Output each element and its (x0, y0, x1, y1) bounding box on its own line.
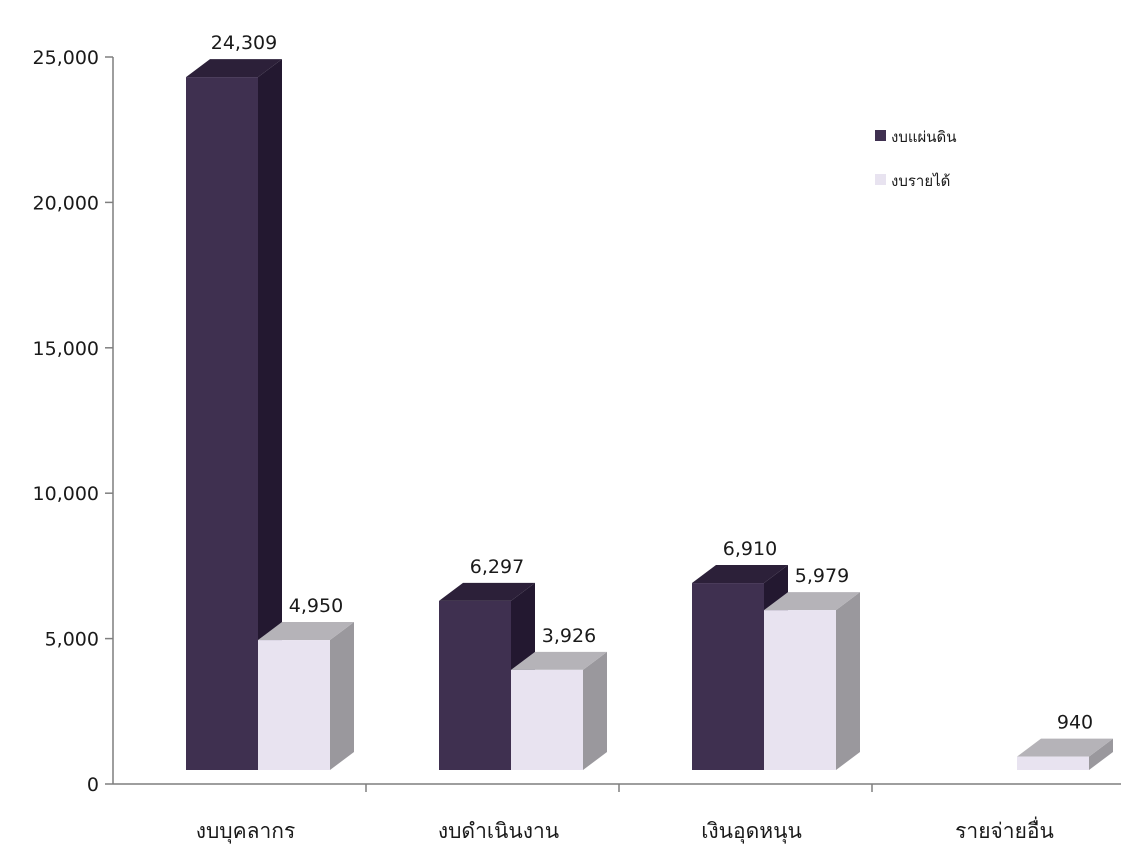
bar-top (186, 59, 282, 78)
bars (186, 59, 1113, 770)
bar-side (1089, 738, 1113, 770)
bar-top (258, 622, 354, 641)
axes: 0 5,000 10,000 15,000 20,000 25,000 งบบุคลากร ง… (33, 47, 1121, 844)
data-label: 4,950 (289, 595, 343, 617)
data-label: 3,926 (542, 625, 596, 647)
bar-front (764, 610, 836, 770)
data-label: 24,309 (211, 32, 277, 54)
bar-top (692, 565, 788, 584)
bar-3d (1017, 738, 1113, 770)
bar-top (439, 582, 535, 601)
data-label: 6,910 (723, 538, 777, 560)
y-tick-label: 10,000 (33, 483, 99, 505)
y-tick-label: 15,000 (33, 338, 99, 360)
bar-side (583, 651, 607, 770)
x-category-label: เงินอุดหนุน (701, 819, 802, 844)
legend-swatch (875, 174, 886, 185)
data-label: 940 (1057, 712, 1093, 734)
bar-side (836, 592, 860, 770)
bar-front (511, 669, 583, 770)
y-tick-label: 20,000 (33, 192, 99, 214)
y-tick-label: 0 (87, 774, 99, 796)
x-category-label: รายจ่ายอื่น (955, 816, 1054, 843)
bar-side (330, 622, 354, 770)
x-category-label: งบบุคลากร (196, 819, 296, 844)
bar-front (186, 77, 258, 770)
bar-3d (511, 651, 607, 770)
bar-front (439, 600, 511, 770)
x-category-label: งบดำเนินงาน (438, 819, 559, 843)
bar-3d (186, 59, 282, 770)
bar-top (764, 592, 860, 611)
data-labels: 24,309 4,950 6,297 3,926 6,910 5,979 940 (211, 32, 1093, 734)
bar-3d (764, 592, 860, 770)
data-label: 5,979 (795, 565, 849, 587)
bar-3d (258, 622, 354, 770)
y-tick-label: 5,000 (45, 629, 99, 651)
bar-front (258, 640, 330, 770)
bar-top (1017, 738, 1113, 757)
bar-front (1017, 756, 1089, 770)
bar-front (692, 583, 764, 770)
legend-label: งบแผ่นดิน (891, 128, 957, 146)
data-label: 6,297 (470, 556, 524, 578)
legend-label: งบรายได้ (891, 172, 950, 190)
bar-side (258, 59, 282, 770)
y-tick-label: 25,000 (33, 47, 99, 69)
bar-top (511, 651, 607, 670)
legend-swatch (875, 130, 886, 141)
